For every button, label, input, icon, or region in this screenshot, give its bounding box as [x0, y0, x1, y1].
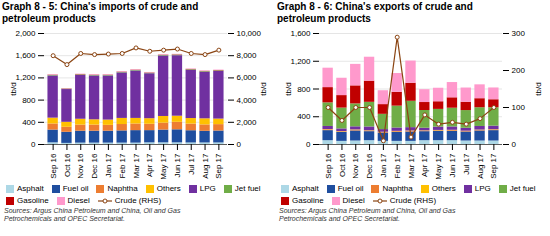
- svg-text:300: 300: [512, 29, 526, 38]
- html-text:Graph 8 - 6: China's exports o: Graph 8 - 6: China's exports of crude an…: [277, 1, 473, 24]
- svg-text:4,000: 4,000: [237, 96, 258, 105]
- svg-text:tb/d: tb/d: [284, 82, 293, 95]
- svg-text:Sep 17: Sep 17: [214, 153, 223, 179]
- svg-text:0: 0: [31, 140, 36, 149]
- svg-text:Aug 17: Aug 17: [201, 153, 210, 179]
- svg-text:Apr 17: Apr 17: [145, 153, 154, 177]
- svg-text:100: 100: [512, 103, 526, 112]
- svg-text:1,600: 1,600: [15, 51, 36, 60]
- svg-text:tb/d: tb/d: [534, 82, 543, 95]
- svg-text:Jul 17: Jul 17: [462, 153, 471, 175]
- html-text:Jet fuel: Jet fuel: [234, 184, 261, 193]
- html-text:LPG: LPG: [199, 184, 216, 193]
- html-text:Sources: Argus China Petroleum: Sources: Argus China Petroleum and China…: [4, 207, 181, 222]
- svg-text:Mar 17: Mar 17: [407, 153, 416, 178]
- html-text:Asphalt: Asphalt: [292, 184, 319, 193]
- svg-text:0: 0: [306, 140, 311, 149]
- html-text:Graph 8 - 5: China's imports o: Graph 8 - 5: China's imports of crude an…: [2, 1, 199, 24]
- svg-text:1,600: 1,600: [290, 29, 311, 38]
- html-text:Diesel: Diesel: [342, 196, 365, 205]
- html-text:Others: Others: [156, 184, 181, 193]
- svg-text:Jan 17: Jan 17: [379, 153, 388, 178]
- html-text:Crude (RHS): Crude (RHS): [389, 196, 436, 205]
- svg-text:400: 400: [297, 112, 311, 121]
- svg-text:1,200: 1,200: [290, 57, 311, 66]
- svg-text:800: 800: [297, 85, 311, 94]
- svg-text:Oct 16: Oct 16: [63, 153, 72, 177]
- html-text:Crude (RHS): Crude (RHS): [114, 196, 161, 205]
- svg-text:800: 800: [22, 96, 36, 105]
- html-text:Diesel: Diesel: [67, 196, 90, 205]
- svg-text:Dec 16: Dec 16: [365, 153, 374, 179]
- html-text:Fuel oil: Fuel oil: [62, 184, 89, 193]
- svg-text:Jul 17: Jul 17: [187, 153, 196, 175]
- svg-text:Jan 17: Jan 17: [104, 153, 113, 178]
- html-text:Gasoline: Gasoline: [17, 196, 49, 205]
- svg-text:200: 200: [512, 66, 526, 75]
- svg-text:Oct 16: Oct 16: [338, 153, 347, 177]
- html-text:Asphalt: Asphalt: [17, 184, 44, 193]
- svg-text:400: 400: [22, 118, 36, 127]
- svg-text:Jun 17: Jun 17: [448, 153, 457, 178]
- svg-text:0: 0: [512, 140, 517, 149]
- svg-text:Jun 17: Jun 17: [173, 153, 182, 178]
- svg-text:2,000: 2,000: [15, 29, 36, 38]
- html-text:Naphtha: Naphtha: [107, 184, 138, 193]
- svg-text:Dec 16: Dec 16: [90, 153, 99, 179]
- svg-text:May 17: May 17: [159, 153, 168, 180]
- svg-text:Sep 16: Sep 16: [49, 153, 58, 179]
- svg-text:Apr 17: Apr 17: [420, 153, 429, 177]
- svg-text:Nov 16: Nov 16: [76, 153, 85, 179]
- html-text:LPG: LPG: [474, 184, 491, 193]
- html-text:Naphtha: Naphtha: [382, 184, 413, 193]
- svg-text:Feb 17: Feb 17: [118, 153, 127, 178]
- svg-text:8,000: 8,000: [237, 51, 258, 60]
- svg-text:Mar 17: Mar 17: [132, 153, 141, 178]
- svg-text:1,200: 1,200: [15, 73, 36, 82]
- svg-text:Sep 17: Sep 17: [489, 153, 498, 179]
- svg-text:0: 0: [237, 140, 242, 149]
- html-text:Fuel oil: Fuel oil: [337, 184, 364, 193]
- svg-text:6,000: 6,000: [237, 73, 258, 82]
- svg-text:Nov 16: Nov 16: [351, 153, 360, 179]
- svg-text:tb/d: tb/d: [259, 82, 268, 95]
- svg-text:May 17: May 17: [434, 153, 443, 180]
- svg-text:10,000: 10,000: [237, 29, 262, 38]
- svg-text:tb/d: tb/d: [9, 82, 18, 95]
- html-text:Gasoline: Gasoline: [292, 196, 324, 205]
- svg-text:Feb 17: Feb 17: [393, 153, 402, 178]
- svg-text:Sep 16: Sep 16: [324, 153, 333, 179]
- html-text:Sources: Argus China Petroleum: Sources: Argus China Petroleum and China…: [279, 207, 456, 222]
- html-text:Jet fuel: Jet fuel: [509, 184, 536, 193]
- html-text:Others: Others: [431, 184, 456, 193]
- svg-text:2,000: 2,000: [237, 118, 258, 127]
- svg-text:Aug 17: Aug 17: [476, 153, 485, 179]
